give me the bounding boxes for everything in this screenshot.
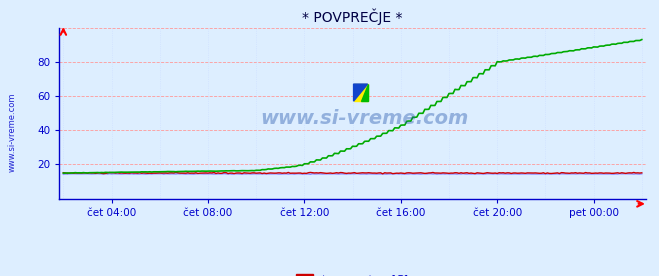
Bar xyxy=(354,84,368,101)
Text: www.si-vreme.com: www.si-vreme.com xyxy=(8,93,17,172)
Text: www.si-vreme.com: www.si-vreme.com xyxy=(260,109,469,128)
Legend: temperatura[C], pretok[m3/s]: temperatura[C], pretok[m3/s] xyxy=(292,269,413,276)
Polygon shape xyxy=(354,84,368,101)
Title: * POVPREČJE *: * POVPREČJE * xyxy=(302,9,403,25)
Polygon shape xyxy=(360,84,368,101)
